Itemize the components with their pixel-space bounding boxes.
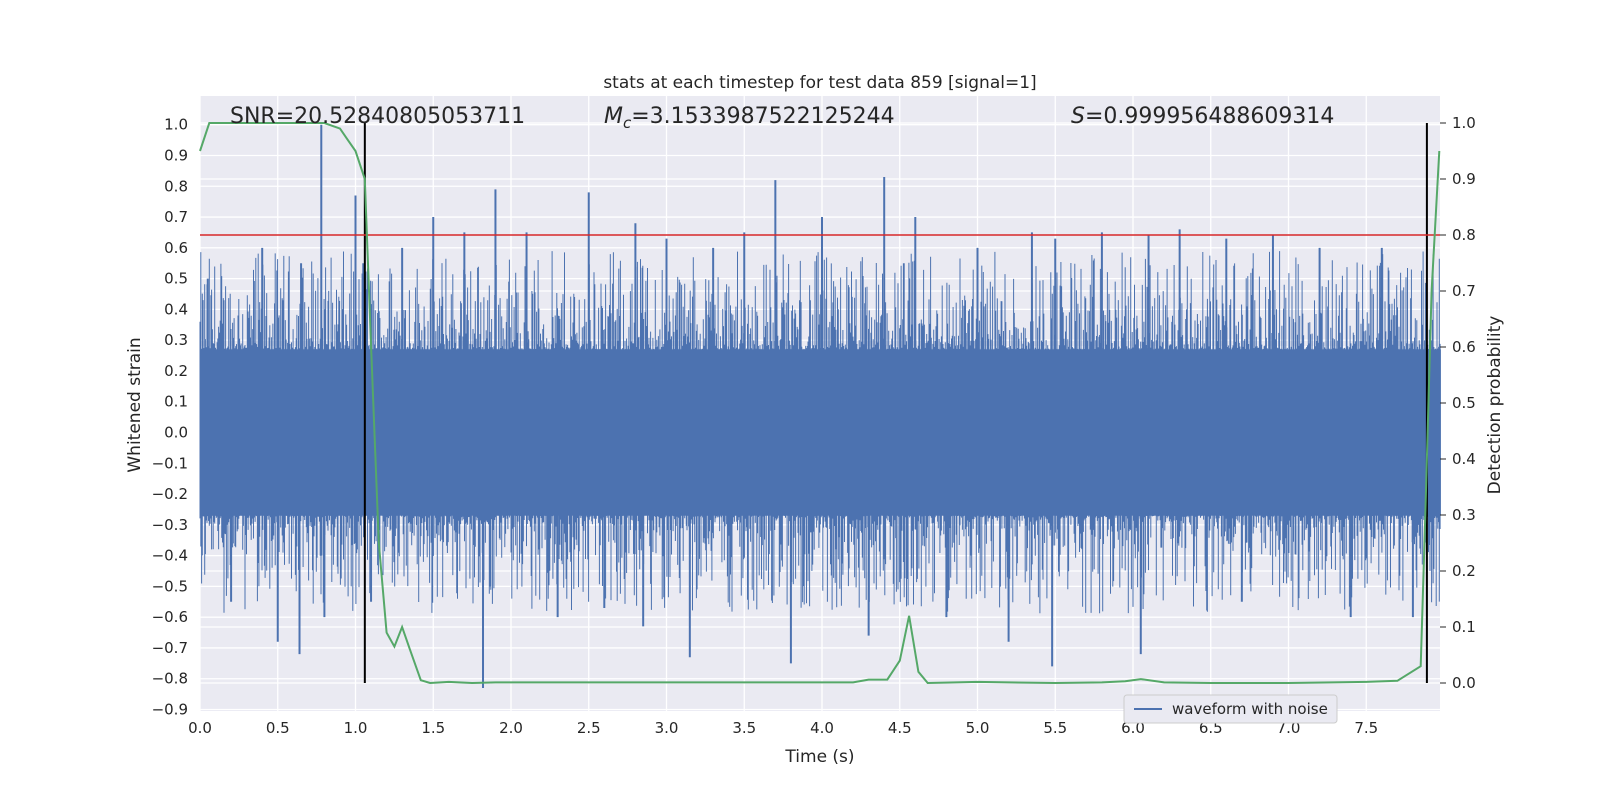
chirp-mass-annotation: Mc=3.1533987522125244 [604,104,895,132]
y-tick-label: 0.1 [164,393,188,411]
waveform-noise [199,251,1441,614]
y-tick-label: −0.3 [152,516,188,534]
y-tick-label: −0.4 [152,547,188,565]
legend: waveform with noise [1123,694,1338,724]
detection-probability-line [199,122,1441,685]
y-right-axis-ticks: 0.0 0.1 0.2 0.3 0.4 0.5 0.6 0.7 0.8 0.9 1.0 [1440,114,1476,692]
y-right-tick-label: 0.9 [1452,170,1476,188]
snr-annotation: SNR=20.52840805053711 [230,104,525,129]
x-tick-label: 4.5 [888,719,912,737]
s-annotation: S=0.999956488609314 [1071,104,1334,129]
y-tick-label: −0.6 [152,608,188,626]
x-axis-label: Time (s) [784,747,854,767]
s-symbol: S [1071,104,1085,129]
y-tick-label: 0.3 [164,331,188,349]
x-tick-label: 3.0 [655,719,679,737]
s-value: =0.999956488609314 [1085,104,1334,129]
x-tick-label: 0.0 [188,719,212,737]
y-right-tick-label: 0.5 [1452,394,1476,412]
chirp-mass-subscript: c [623,114,632,132]
y-right-tick-label: 0.3 [1452,506,1476,524]
y-right-tick-label: 1.0 [1452,114,1476,132]
waveform-series [199,124,1441,688]
y-right-tick-label: 0.2 [1452,562,1476,580]
y-tick-label: 0.0 [164,424,188,442]
vertical-markers [363,123,1428,683]
y-tick-label: 0.7 [164,208,188,226]
legend-box [1123,694,1338,724]
y-tick-label: 0.9 [164,146,188,164]
x-tick-label: 5.0 [966,719,990,737]
y-tick-label: 0.2 [164,362,188,380]
y-axis-label: Whitened strain [125,337,145,472]
y-tick-label: −0.1 [152,454,188,472]
y-tick-label: −0.5 [152,577,188,595]
x-tick-label: 3.5 [732,719,756,737]
y-right-tick-label: 0.4 [1452,450,1476,468]
y-tick-label: 1.0 [164,116,188,134]
x-tick-label: 2.5 [577,719,601,737]
y-right-tick-label: 0.8 [1452,226,1476,244]
y-right-tick-label: 0.1 [1452,618,1476,636]
y-right-tick-label: 0.7 [1452,282,1476,300]
legend-label: waveform with noise [1172,700,1328,718]
x-tick-label: 7.5 [1354,719,1378,737]
y-axis-ticks: −0.9 −0.8 −0.7 −0.6 −0.5 −0.4 −0.3 −0.2 −0.1 0.0 0… [152,116,188,719]
y-tick-label: 0.6 [164,239,188,257]
y-tick-label: −0.9 [152,701,188,719]
y-tick-label: 0.8 [164,177,188,195]
x-tick-label: 2.0 [499,719,523,737]
y-tick-label: −0.8 [152,670,188,688]
y-right-tick-label: 0.0 [1452,674,1476,692]
chirp-mass-value: =3.1533987522125244 [631,104,894,129]
chirp-mass-symbol: M [604,104,623,129]
chart-title: stats at each timestep for test data 859… [603,73,1036,93]
x-tick-label: 1.0 [344,719,368,737]
x-tick-label: 1.5 [421,719,445,737]
y-tick-label: 0.5 [164,270,188,288]
y-tick-label: 0.4 [164,300,188,318]
y-right-tick-label: 0.6 [1452,338,1476,356]
y-tick-label: −0.2 [152,485,188,503]
y-right-axis-label: Detection probability [1485,316,1505,495]
x-tick-label: 5.5 [1043,719,1067,737]
x-tick-label: 0.5 [266,719,290,737]
x-tick-label: 4.0 [810,719,834,737]
y-tick-label: −0.7 [152,639,188,657]
